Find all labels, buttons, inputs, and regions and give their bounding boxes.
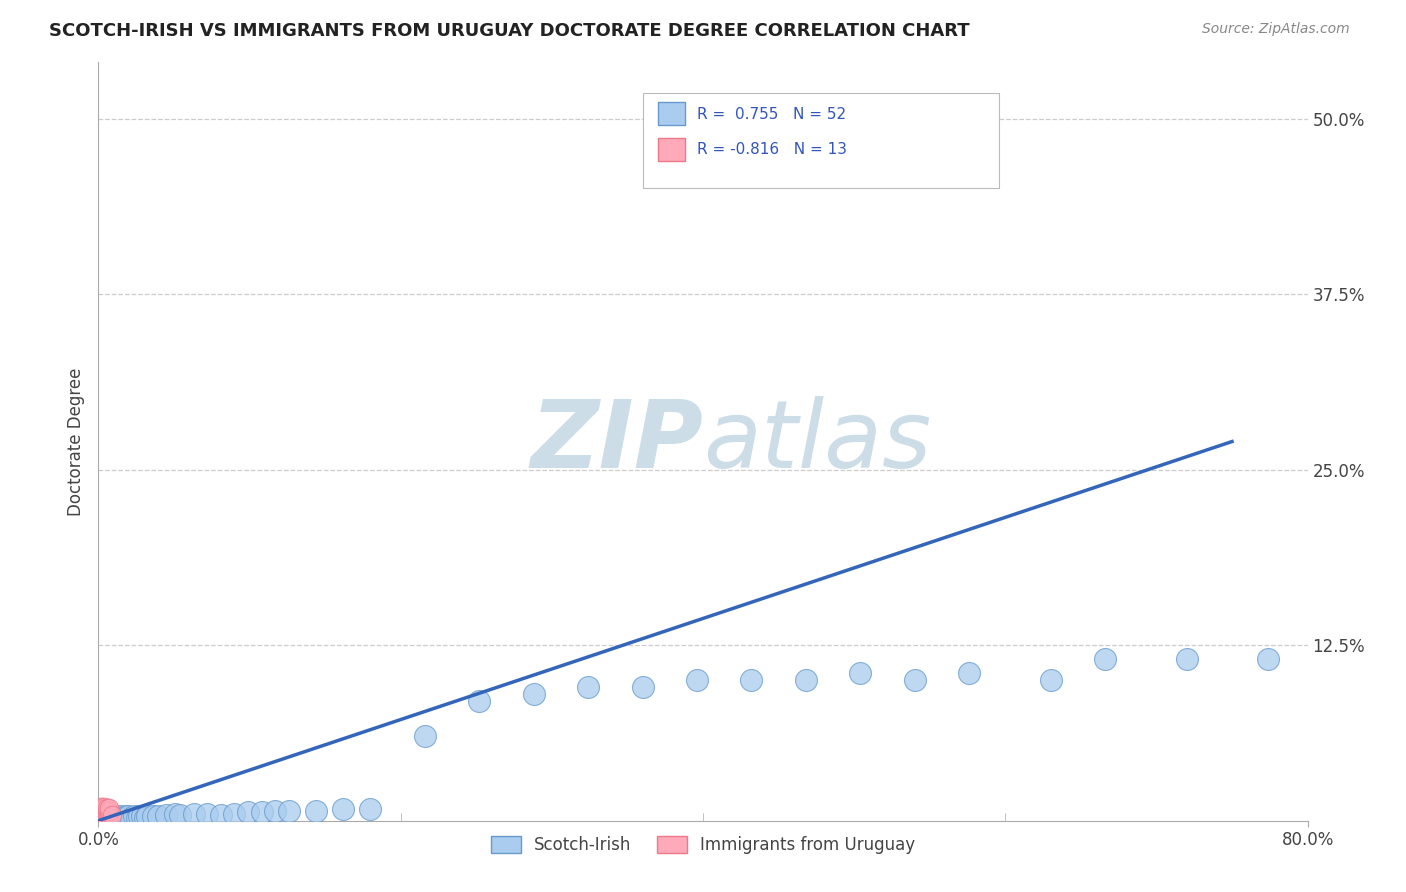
Point: [904, 659, 927, 673]
Point: [96, 809, 118, 823]
Point: [108, 811, 131, 825]
Text: atlas: atlas: [703, 396, 931, 487]
Point: [481, 673, 503, 688]
Point: [91, 801, 114, 815]
Point: [540, 673, 562, 688]
Point: [110, 809, 132, 823]
Point: [89, 799, 111, 814]
Point: [269, 730, 291, 744]
Point: [994, 645, 1017, 659]
Point: [329, 687, 352, 701]
Point: [141, 806, 163, 821]
FancyBboxPatch shape: [643, 93, 1000, 187]
Point: [91, 804, 114, 818]
Text: ZIP: ZIP: [530, 395, 703, 488]
Point: [193, 804, 215, 818]
Point: [224, 802, 246, 816]
Point: [163, 806, 186, 821]
Bar: [658, 102, 685, 126]
Point: [239, 802, 262, 816]
Point: [129, 806, 152, 821]
Point: [103, 809, 125, 823]
Point: [571, 666, 593, 681]
Point: [101, 811, 124, 825]
Text: R = -0.816   N = 13: R = -0.816 N = 13: [697, 142, 846, 157]
Point: [118, 809, 141, 823]
Text: SCOTCH-IRISH VS IMMIGRANTS FROM URUGUAY DOCTORATE DEGREE CORRELATION CHART: SCOTCH-IRISH VS IMMIGRANTS FROM URUGUAY …: [49, 22, 970, 40]
Point: [186, 804, 208, 818]
Point: [692, 652, 714, 666]
Point: [90, 806, 112, 821]
Point: [90, 802, 112, 816]
Point: [90, 799, 112, 814]
Y-axis label: Doctorate Degree: Doctorate Degree: [66, 368, 84, 516]
Legend: Scotch-Irish, Immigrants from Uruguay: Scotch-Irish, Immigrants from Uruguay: [491, 836, 915, 854]
Point: [107, 809, 129, 823]
Bar: [658, 137, 685, 161]
Point: [93, 808, 115, 822]
Point: [389, 680, 412, 694]
Point: [93, 801, 115, 815]
Point: [420, 673, 443, 688]
Point: [179, 805, 201, 820]
Point: [125, 808, 148, 822]
Point: [98, 811, 121, 825]
Point: [111, 809, 134, 823]
Point: [121, 809, 143, 823]
Point: [104, 809, 127, 823]
Point: [93, 811, 115, 825]
Point: [299, 694, 322, 708]
Point: [783, 659, 806, 673]
Point: [170, 805, 193, 820]
Point: [208, 804, 231, 818]
Text: Source: ZipAtlas.com: Source: ZipAtlas.com: [1202, 22, 1350, 37]
Point: [737, 652, 759, 666]
Point: [1115, 224, 1137, 238]
Point: [100, 809, 122, 823]
Point: [155, 808, 177, 822]
Point: [93, 804, 115, 818]
Point: [450, 673, 472, 688]
Point: [148, 806, 170, 821]
Point: [94, 808, 117, 822]
Point: [114, 809, 136, 823]
Point: [647, 652, 669, 666]
Point: [112, 811, 135, 825]
Point: [91, 806, 114, 821]
Point: [105, 811, 128, 825]
Point: [360, 680, 382, 694]
Point: [91, 811, 114, 825]
Point: [89, 806, 111, 821]
Point: [132, 808, 155, 822]
Text: R =  0.755   N = 52: R = 0.755 N = 52: [697, 107, 846, 122]
Point: [844, 659, 866, 673]
Point: [616, 673, 638, 688]
Point: [89, 802, 111, 816]
Point: [94, 811, 117, 825]
Point: [510, 666, 533, 681]
